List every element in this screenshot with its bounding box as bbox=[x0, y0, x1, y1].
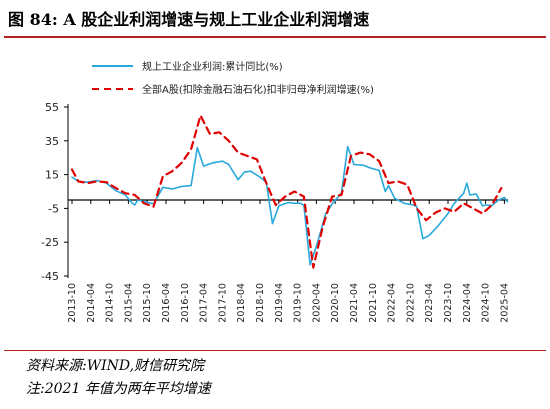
x-ticks: 2013-10 2014-04 2014-10 2015-04 2015-10 2016-… bbox=[67, 199, 510, 323]
x-tick-label: 2015-10 bbox=[142, 283, 153, 323]
source-note: 资料来源:WIND,财信研究院 bbox=[26, 358, 205, 374]
y-tick-label: 55 bbox=[45, 101, 59, 114]
x-tick-label: 2014-10 bbox=[105, 283, 116, 323]
x-tick-label: 2013-10 bbox=[67, 283, 78, 323]
series-lines bbox=[70, 114, 509, 269]
x-tick-label: 2023-04 bbox=[424, 283, 435, 323]
footer-divider bbox=[4, 350, 546, 351]
figure-title: 图 84: A 股企业利润增速与规上工业企业利润增速 bbox=[8, 10, 370, 29]
x-tick-label: 2021-04 bbox=[349, 283, 360, 323]
y-tick-label: -25 bbox=[41, 236, 59, 249]
x-tick-label: 2019-10 bbox=[293, 283, 304, 323]
footnote: 注:2021 年值为两年平均增速 bbox=[26, 381, 211, 397]
x-tick-label: 2022-04 bbox=[387, 283, 398, 323]
x-tick-label: 2021-10 bbox=[368, 283, 379, 323]
x-tick-label: 2017-10 bbox=[217, 283, 228, 323]
x-tick-label: 2024-04 bbox=[462, 283, 473, 323]
y-tick-label: -5 bbox=[48, 202, 59, 215]
x-tick-label: 2024-10 bbox=[481, 283, 492, 323]
x-tick-label: 2018-10 bbox=[255, 283, 266, 323]
x-tick-label: 2023-10 bbox=[443, 283, 454, 323]
y-tick-label: 35 bbox=[45, 135, 59, 148]
y-axis: 55 35 15 -5 -25 -45 bbox=[41, 101, 69, 283]
x-tick-label: 2019-04 bbox=[274, 283, 285, 323]
legend-label-series-2: 全部A股(扣除金融石油石化)扣非归母净利润增速(%) bbox=[142, 83, 374, 96]
x-tick-label: 2018-04 bbox=[236, 283, 247, 323]
y-ticks: 55 35 15 -5 -25 -45 bbox=[41, 101, 68, 283]
y-tick-label: 15 bbox=[45, 169, 59, 182]
x-tick-label: 2025-04 bbox=[499, 283, 510, 323]
x-axis: 2013-10 2014-04 2014-10 2015-04 2015-10 2016-… bbox=[67, 199, 510, 323]
y-tick-label: -45 bbox=[41, 270, 59, 283]
series-line-2 bbox=[70, 114, 503, 269]
x-tick-label: 2014-04 bbox=[86, 283, 97, 323]
x-tick-label: 2015-04 bbox=[123, 283, 134, 323]
title-divider bbox=[4, 36, 546, 38]
series-line-1 bbox=[71, 145, 509, 266]
legend-label-series-1: 规上工业企业利润:累计同比(%) bbox=[142, 60, 283, 73]
legend: 规上工业企业利润:累计同比(%) 全部A股(扣除金融石油石化)扣非归母净利润增速… bbox=[92, 60, 374, 96]
line-chart: 规上工业企业利润:累计同比(%) 全部A股(扣除金融石油石化)扣非归母净利润增速… bbox=[41, 60, 510, 323]
x-tick-label: 2017-04 bbox=[199, 283, 210, 323]
x-tick-label: 2016-04 bbox=[161, 283, 172, 323]
x-tick-label: 2022-10 bbox=[405, 283, 416, 323]
x-tick-label: 2020-04 bbox=[311, 283, 322, 323]
x-tick-label: 2020-10 bbox=[330, 283, 341, 323]
x-tick-label: 2016-10 bbox=[180, 283, 191, 323]
